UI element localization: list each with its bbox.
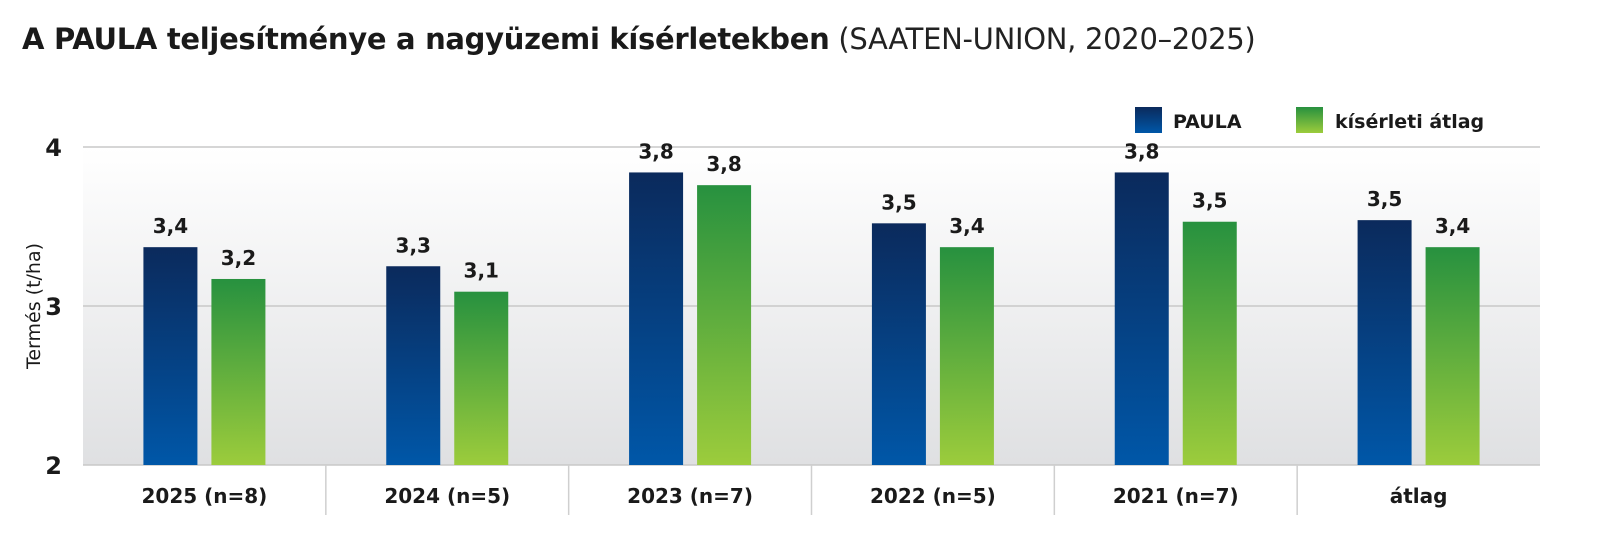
y-axis-label: Termés (t/ha) <box>23 243 45 370</box>
data-label: 3,4 <box>1435 214 1470 238</box>
data-label: 3,2 <box>221 246 256 270</box>
x-tick-label: 2022 (n=5) <box>870 484 996 508</box>
bar-atlag <box>697 185 752 465</box>
data-label: 3,8 <box>638 139 673 163</box>
bar-paula <box>1114 172 1169 465</box>
bar-paula <box>629 172 684 465</box>
chart-title: A PAULA teljesítménye a nagyüzemi kísérl… <box>22 22 1256 56</box>
data-label: 3,3 <box>396 233 431 257</box>
data-label: 3,8 <box>1124 139 1159 163</box>
x-tick-label: átlag <box>1390 484 1448 508</box>
bar-paula <box>871 223 926 465</box>
legend-swatch <box>1296 107 1323 133</box>
bar-paula <box>386 266 441 465</box>
x-tick-label: 2025 (n=8) <box>142 484 268 508</box>
data-label: 3,4 <box>153 214 188 238</box>
data-label: 3,8 <box>706 152 741 176</box>
bar-atlag <box>211 278 266 465</box>
x-tick-label: 2023 (n=7) <box>627 484 753 508</box>
data-label: 3,5 <box>1192 189 1227 213</box>
bar-paula <box>1357 220 1412 465</box>
data-label: 3,4 <box>949 214 984 238</box>
bar-atlag <box>939 247 994 465</box>
data-label: 3,1 <box>464 259 499 283</box>
legend-label: PAULA <box>1173 111 1242 133</box>
x-tick-label: 2024 (n=5) <box>384 484 510 508</box>
y-tick-label: 2 <box>45 452 62 480</box>
x-tick-label: 2021 (n=7) <box>1113 484 1239 508</box>
bar-atlag <box>454 291 509 465</box>
legend-label: kísérleti átlag <box>1335 111 1484 133</box>
data-label: 3,5 <box>881 190 916 214</box>
bar-atlag <box>1425 247 1480 465</box>
bar-atlag <box>1182 221 1237 465</box>
bar-paula <box>143 247 198 465</box>
y-tick-label: 3 <box>45 293 62 321</box>
data-label: 3,5 <box>1367 187 1402 211</box>
y-tick-label: 4 <box>45 134 62 162</box>
legend-swatch <box>1135 107 1162 133</box>
